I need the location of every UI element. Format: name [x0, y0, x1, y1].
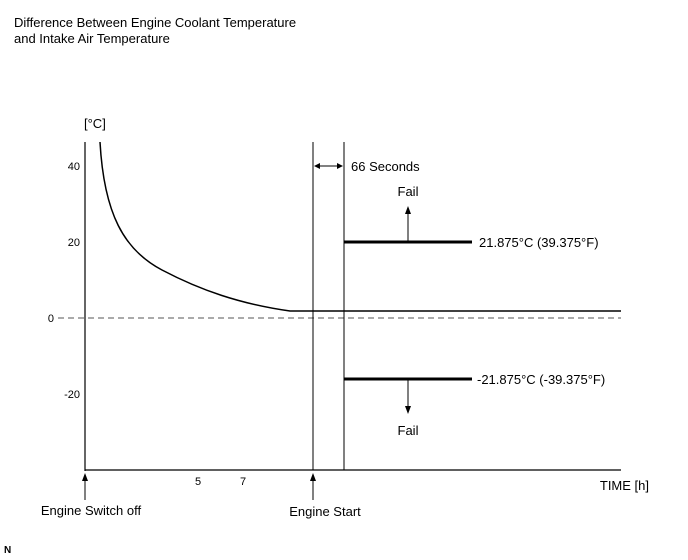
interval-arrow-right-head [337, 163, 343, 169]
x-tick-7: 7 [240, 476, 246, 488]
temperature-difference-curve [99, 141, 621, 312]
x-tick-5: 5 [195, 476, 201, 488]
y-tick-minus-20: -20 [64, 389, 80, 401]
y-tick-40: 40 [68, 161, 80, 173]
y-unit-label: [°C] [84, 116, 106, 131]
switch-off-arrow-head [82, 473, 88, 481]
lower-threshold-label: -21.875°C (-39.375°F) [477, 372, 605, 387]
y-tick-20: 20 [68, 237, 80, 249]
upper-threshold-label: 21.875°C (39.375°F) [479, 235, 599, 250]
lower-fail-arrow-head [405, 406, 411, 414]
switch-off-label: Engine Switch off [41, 503, 142, 518]
engine-start-label: Engine Start [289, 504, 361, 519]
title-line-2: and Intake Air Temperature [14, 31, 170, 46]
lower-fail-label: Fail [398, 423, 419, 438]
y-tick-0: 0 [48, 313, 54, 325]
upper-fail-label: Fail [398, 184, 419, 199]
interval-arrow-left-head [314, 163, 320, 169]
x-axis-label: TIME [h] [600, 478, 649, 493]
engine-start-arrow-head [310, 473, 316, 481]
upper-fail-arrow-head [405, 206, 411, 214]
diagram-title: Difference Between Engine Coolant Temper… [14, 15, 296, 47]
corner-mark: N [4, 545, 11, 556]
interval-label: 66 Seconds [351, 159, 420, 174]
title-line-1: Difference Between Engine Coolant Temper… [14, 15, 297, 30]
